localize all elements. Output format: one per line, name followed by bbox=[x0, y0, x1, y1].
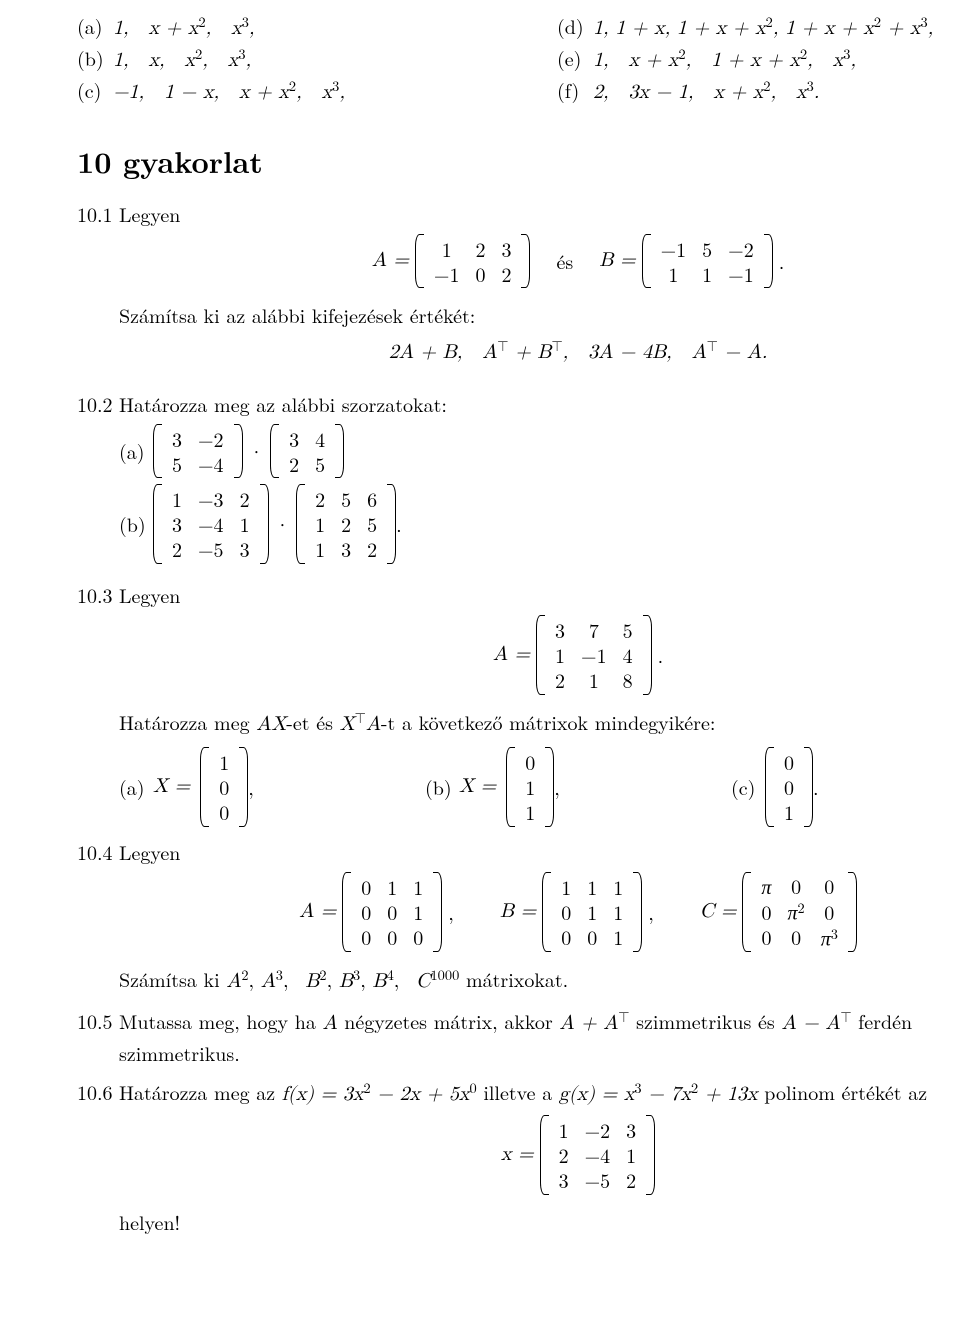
exercise-number: 10.5 bbox=[77, 1006, 119, 1067]
dot-operator: · bbox=[269, 509, 297, 538]
vector-c: 001 bbox=[765, 747, 813, 827]
exercise-number: 10.3 bbox=[77, 580, 119, 827]
trail-word: helyen! bbox=[119, 1207, 960, 1236]
trail: . bbox=[813, 772, 819, 801]
X-equals: X = bbox=[459, 772, 496, 801]
trail: , bbox=[554, 772, 560, 801]
opt-c: (c)−1, 1 − x, x + x2, x3, bbox=[77, 75, 557, 107]
opt-label: (e) bbox=[557, 43, 593, 72]
exercise-10-5: 10.5 Mutassa meg, hogy ha A négyzetes má… bbox=[77, 1006, 960, 1067]
exercise-lead: Legyen bbox=[119, 837, 960, 866]
exercise-number: 10.6 bbox=[77, 1077, 119, 1236]
ex2b-M1: 1−323−412−53 bbox=[153, 484, 269, 564]
x-equals: x = bbox=[501, 1140, 534, 1169]
opt-e: (e)1, x + x2, 1 + x + x2, x3, bbox=[557, 43, 960, 75]
matrix-A: 011001000 bbox=[342, 872, 442, 952]
matrix-x: 1−232−413−52 bbox=[540, 1115, 656, 1195]
exercise-10-6: 10.6 Határozza meg az f(x) = 3x2 − 2x + … bbox=[77, 1077, 960, 1236]
opt-label: (b) bbox=[77, 43, 113, 72]
exercise-number: 10.1 bbox=[77, 199, 119, 379]
exercise-lead: Legyen bbox=[119, 199, 960, 228]
section-heading: 10 gyakorlat bbox=[77, 139, 960, 183]
opt-label: (a) bbox=[77, 11, 113, 40]
period: . bbox=[396, 509, 402, 538]
sub-label: (b) bbox=[425, 772, 459, 801]
matrix-A: 3751−14218 bbox=[536, 615, 652, 695]
exercise-lead: Határozza meg az alábbi szorzatokat: bbox=[119, 389, 960, 418]
opt-a: (a)1, x + x2, x3, bbox=[77, 11, 557, 43]
expr-line: 2A + B, A⊤ + B⊤, 3A − 4B, A⊤ − A. bbox=[119, 335, 960, 367]
ex2a-M2: 3425 bbox=[270, 424, 344, 478]
exercise-10-3: 10.3 Legyen A = 3751−14218 . Határozza m… bbox=[77, 580, 960, 827]
ex2a-M1: 3−25−4 bbox=[153, 424, 243, 478]
matrix-C: π000π2000π3 bbox=[742, 872, 857, 952]
exercise-line2: Számítsa ki az alábbi kifejezések értéké… bbox=[119, 300, 960, 329]
opt-b: (b)1, x, x2, x3, bbox=[77, 43, 557, 75]
opt-expr: 1, 1 + x, 1 + x + x2, 1 + x + x2 + x3, bbox=[593, 18, 933, 38]
opt-d: (d)1, 1 + x, 1 + x + x2, 1 + x + x2 + x3… bbox=[557, 11, 960, 43]
ex3-b: (b) X = 011 , bbox=[425, 747, 731, 827]
comma: , bbox=[648, 897, 654, 926]
period: . bbox=[658, 640, 664, 669]
opt-expr: 1, x, x2, x3, bbox=[113, 50, 251, 70]
matrix-B: 111011001 bbox=[542, 872, 642, 952]
previous-options: (a)1, x + x2, x3, (b)1, x, x2, x3, (c)−1… bbox=[77, 11, 960, 107]
X-equals: X = bbox=[153, 772, 190, 801]
exercise-number: 10.2 bbox=[77, 389, 119, 570]
sub-label: (a) bbox=[119, 436, 153, 465]
matrix-A: 123−102 bbox=[415, 234, 531, 288]
exercise-10-2: 10.2 Határozza meg az alábbi szorzatokat… bbox=[77, 389, 960, 570]
comma: , bbox=[448, 897, 454, 926]
exercise-line2: Határozza meg AX-et és X⊤A-t a következő… bbox=[119, 707, 960, 739]
exercise-lead: Határozza meg az f(x) = 3x2 − 2x + 5x0 i… bbox=[119, 1077, 960, 1109]
B-equals: B = bbox=[500, 897, 536, 926]
exercise-line2: Számítsa ki A2, A3, B2, B3, B4, C1000 má… bbox=[119, 964, 960, 996]
dot-operator: · bbox=[243, 436, 271, 465]
A-equals: A = bbox=[372, 246, 409, 275]
period: . bbox=[779, 246, 785, 275]
A-equals: A = bbox=[299, 897, 336, 926]
opt-f: (f)2, 3x − 1, x + x2, x3. bbox=[557, 75, 960, 107]
ex3-c: (c) 001 . bbox=[731, 747, 960, 827]
C-equals: C = bbox=[700, 897, 737, 926]
ex3-a: (a) X = 100 , bbox=[119, 747, 425, 827]
ex2-b: (b) 1−323−412−53 · 256125132 . bbox=[119, 484, 960, 564]
opt-expr: 1, x + x2, x3, bbox=[113, 18, 254, 38]
sub-label: (b) bbox=[119, 509, 153, 538]
matrix-B: −15−211−1 bbox=[642, 234, 773, 288]
exercise-text: Mutassa meg, hogy ha A négyzetes mátrix,… bbox=[119, 1006, 960, 1067]
opt-expr: −1, 1 − x, x + x2, x3, bbox=[113, 82, 345, 102]
sub-label: (a) bbox=[119, 772, 153, 801]
word-es: és bbox=[556, 246, 573, 275]
ex2b-M2: 256125132 bbox=[296, 484, 396, 564]
A-equals: A = bbox=[493, 640, 530, 669]
exercise-number: 10.4 bbox=[77, 837, 119, 996]
opt-label: (c) bbox=[77, 75, 113, 104]
sub-label: (c) bbox=[731, 772, 765, 801]
B-equals: B = bbox=[599, 246, 635, 275]
opt-expr: 2, 3x − 1, x + x2, x3. bbox=[593, 82, 819, 102]
exercise-10-4: 10.4 Legyen A = 011001000 , B = 11101100… bbox=[77, 837, 960, 996]
ex2-a: (a) 3−25−4 · 3425 bbox=[119, 424, 960, 478]
opt-label: (f) bbox=[557, 75, 593, 104]
exercise-10-1: 10.1 Legyen A = 123−102 és B = −15−211−1… bbox=[77, 199, 960, 379]
vector-a: 100 bbox=[200, 747, 248, 827]
vector-b: 011 bbox=[506, 747, 554, 827]
trail: , bbox=[248, 772, 254, 801]
exercise-lead: Legyen bbox=[119, 580, 960, 609]
opt-expr: 1, x + x2, 1 + x + x2, x3, bbox=[593, 50, 856, 70]
opt-label: (d) bbox=[557, 11, 593, 40]
